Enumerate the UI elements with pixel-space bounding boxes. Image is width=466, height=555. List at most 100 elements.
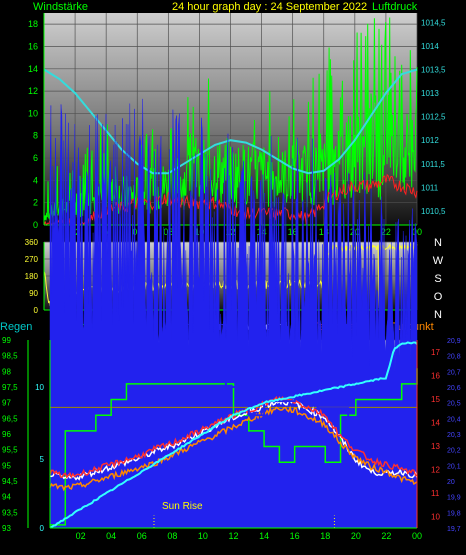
soil-temp-y-tick: 20,8 [447,354,461,361]
humidity-y-tick: 93,5 [2,508,18,517]
pressure-y-tick: 1011,5 [421,160,445,169]
wind-y-tick: 16 [28,41,38,51]
pressure-y-tick: 1013,5 [421,66,446,75]
soil-temp-y-tick: 19,9 [447,495,461,502]
climate-x-tick: 18 [320,531,330,541]
climate-x-tick: 08 [167,531,177,541]
temperature-y-tick: 13 [431,442,440,451]
solar-area [49,98,418,529]
soil-temp-y-tick: 20 [447,479,455,486]
humidity-y-tick: 97 [2,399,11,408]
dewpoint-line [49,405,418,492]
wind-y-tick: 10 [28,108,38,118]
humidity-line [50,368,418,526]
soil-temp-y-tick: 20,7 [447,369,461,376]
temperature-y-tick: 11 [431,489,440,498]
temperature-line [49,395,418,479]
humidity-y-tick: 94 [2,493,11,502]
humidity-y-tick: 96 [2,430,11,439]
humidity-y-tick: 94,5 [2,477,18,486]
wind-x-tick: 22 [381,227,391,237]
direction-y-tick: 0 [34,306,39,315]
wind-y-tick: 18 [28,19,38,29]
humidity-y-tick: 96,5 [2,414,18,423]
temperature-y-tick: 17 [431,348,440,357]
luftdruck-label: Luftdruck [372,1,418,13]
wind-y-tick: 8 [33,131,38,141]
soil-temp-y-tick: 20,4 [447,416,461,423]
climate-x-tick: 06 [137,531,147,541]
rain-line [49,341,418,529]
soil-temp-y-tick: 20,1 [447,463,461,470]
wind-y-tick: 4 [33,175,38,185]
sun-rise-label: Sun Rise [162,501,203,512]
rain-y-tick: 10 [35,383,44,392]
temperature-y-tick: 15 [431,395,440,404]
compass-letter-w: W [433,255,444,267]
wind-x-tick: 10 [194,227,204,237]
pressure-y-tick: 1013 [421,89,439,98]
pressure-y-tick: 1011 [421,183,439,192]
soil-temp-y-tick: 20,5 [447,401,461,408]
wind-x-tick: 20 [350,227,360,237]
wind-y-tick: 14 [28,64,38,74]
pressure-y-tick: 1012,5 [421,113,446,122]
soil-temp-y-tick: 20,3 [447,432,461,439]
direction-y-tick: 270 [25,255,39,264]
humidity-y-tick: 93 [2,524,11,533]
compass-letter-s: S [434,273,441,285]
rain-y-tick: 0 [40,524,45,533]
soil-temp-y-tick: 19,8 [447,510,461,517]
temperature-y-tick: 14 [431,418,440,427]
compass-letter-o: O [434,291,443,303]
soil-temp-y-tick: 19,7 [447,526,461,533]
wind-x-tick: 08 [163,227,173,237]
humidity-y-tick: 97,5 [2,383,18,392]
climate-panel: 93 93,5 94 94,5 95 95,5 96 96,5 97 97,5 98 98,5 99 0 5… [2,98,461,541]
wind-x-tick: 00 [412,227,422,237]
climate-x-tick: 00 [412,531,422,541]
climate-x-tick: 14 [259,531,269,541]
climate-x-tick: 12 [228,531,238,541]
pressure-y-tick: 1010,5 [421,207,446,216]
legend-item: Regen [0,321,32,333]
soil-temp-dip [249,445,256,527]
soil-temp-y-tick: 20,2 [447,448,461,455]
wind-y-tick: 12 [28,86,38,96]
windstaerke-label: Windstärke [33,1,88,13]
wind-x-tick: 18 [319,227,329,237]
temperature-y-tick: 16 [431,371,440,380]
pressure-y-tick: 1012 [421,136,439,145]
temperature-y-tick: 12 [431,465,440,474]
pressure-y-tick: 1014,5 [421,18,446,27]
climate-x-tick: 10 [198,531,208,541]
compass-letter-n: N [434,309,442,321]
climate-x-tick: 16 [290,531,300,541]
windchill-line [49,398,418,481]
humidity-y-tick: 98 [2,367,11,376]
climate-x-tick: 04 [106,531,116,541]
pressure-y-tick: 1014 [421,42,439,51]
climate-x-tick: 22 [381,531,391,541]
humidity-y-tick: 95 [2,461,11,470]
direction-y-tick: 90 [29,289,38,298]
rain-y-tick: 5 [40,455,45,464]
humidity-y-tick: 98,5 [2,352,18,361]
wind-y-tick: 2 [33,198,38,208]
climate-x-tick: 20 [351,531,361,541]
wind-y-tick: 6 [33,153,38,163]
soil-temp-y-tick: 20,9 [447,338,461,345]
direction-y-tick: 180 [25,272,39,281]
climate-x-tick: 02 [76,531,86,541]
humidity-y-tick: 95,5 [2,446,18,455]
soil-temp-y-tick: 20,6 [447,385,461,392]
soil-temp-line [50,360,417,464]
chart-title: 24 hour graph day : 24 September 2022 [172,1,367,13]
direction-y-tick: 360 [25,238,39,247]
wind-y-tick: 0 [33,220,38,230]
wind-x-tick: 06 [132,227,142,237]
humidity-y-tick: 99 [2,336,11,345]
wind-panel: 0246810121416180204060810121416182022001… [28,13,446,237]
